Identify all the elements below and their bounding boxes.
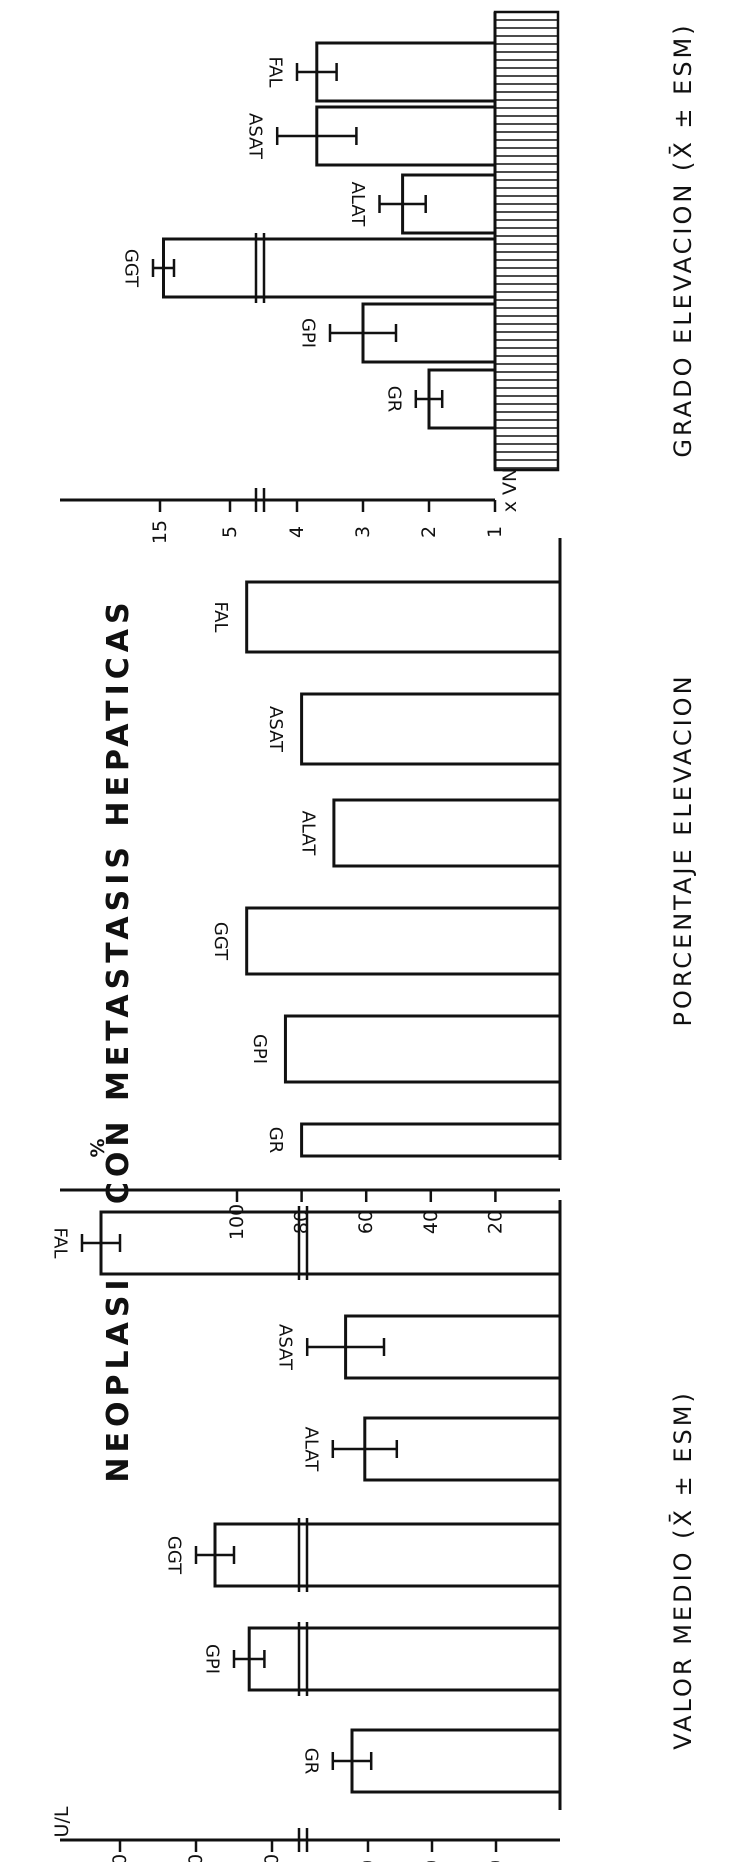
tick-label: 400	[185, 1854, 207, 1862]
category-label: ASAT	[275, 1324, 296, 1371]
tick-label: 60	[355, 1210, 377, 1234]
category-label: GGT	[210, 922, 231, 961]
panel-porcentaje-elevacion: 20 40 60 80 100% FAL ASAT ALAT GGT GPI GR PORCENTAJ…	[60, 538, 697, 1240]
axis-unit-label: U/L	[51, 1806, 73, 1837]
tick-label: 3	[352, 526, 374, 538]
tick-label: 100	[226, 1204, 248, 1240]
tick-label: 20	[484, 1210, 506, 1234]
category-label: FAL	[210, 601, 231, 632]
bar-ggt	[162, 237, 497, 299]
category-label: ALAT	[300, 1427, 321, 1473]
category-label: GR	[383, 386, 404, 412]
bar-ggt	[245, 906, 562, 976]
axis-unit-label: x VN	[499, 468, 521, 513]
tick-label: 1	[484, 526, 506, 538]
category-label: ASAT	[245, 113, 266, 160]
tick-label: 4	[286, 526, 308, 538]
tick-label: 2	[418, 526, 440, 538]
category-label: ASAT	[265, 706, 286, 753]
bar-fal	[245, 580, 562, 654]
category-label: GPI	[202, 1644, 223, 1674]
panel-valor-medio: 20 40 60 200 400 600 U/L FAL ASAT ALAT GGT GPI GR VAL…	[50, 1200, 697, 1862]
bar-gpi	[247, 1626, 562, 1692]
tick-label: 5	[219, 526, 241, 538]
hatched-region	[493, 10, 560, 472]
bar-gpi	[283, 1014, 562, 1084]
category-label: GGT	[121, 249, 142, 288]
figure-title: NEOPLASIAS CON METASTASIS HEPATICAS	[101, 597, 136, 1482]
bar-alat	[332, 798, 562, 868]
category-label: GPI	[249, 1034, 270, 1064]
panel-title: PORCENTAJE ELEVACION	[669, 673, 697, 1026]
tick-label: 600	[109, 1854, 131, 1862]
panel-grado-elevacion: 1 2 3 4 5 15 x VN FAL ASAT ALAT GGT GPI GR GRADO ELEV…	[60, 10, 697, 544]
tick-label: 200	[261, 1854, 283, 1862]
category-label: GPI	[298, 318, 319, 348]
axis-unit-label: %	[87, 1138, 109, 1157]
category-label: GR	[265, 1127, 286, 1153]
tick-label: 40	[421, 1860, 443, 1862]
category-label: GGT	[164, 1536, 185, 1575]
bar-gr	[350, 1728, 562, 1794]
tick-label: 60	[357, 1860, 379, 1862]
tick-label: 15	[149, 520, 171, 544]
category-label: ALAT	[297, 811, 318, 857]
bar-fal	[315, 41, 497, 103]
bar-asat	[300, 692, 562, 766]
category-label: GR	[300, 1748, 321, 1774]
panel-title: GRADO ELEVACION (X̄ ± ESM)	[668, 22, 697, 457]
tick-label: 40	[420, 1210, 442, 1234]
category-label: FAL	[265, 56, 286, 87]
tick-label: 80	[291, 1210, 313, 1234]
tick-label: 20	[485, 1860, 507, 1862]
panel-title: VALOR MEDIO (X̄ ± ESM)	[668, 1390, 697, 1750]
category-label: ALAT	[347, 182, 368, 228]
bar-fal	[99, 1210, 562, 1276]
bar-ggt	[213, 1522, 562, 1588]
category-label: FAL	[50, 1227, 71, 1258]
bar-gr	[300, 1122, 562, 1158]
